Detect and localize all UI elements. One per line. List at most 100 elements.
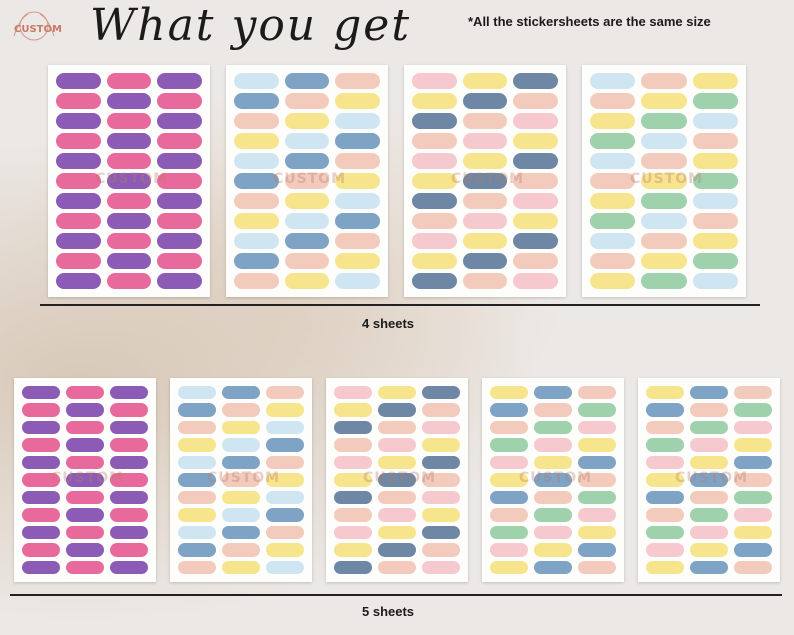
- sticker: [490, 386, 528, 400]
- sticker: [590, 153, 636, 169]
- sticker: [284, 113, 330, 129]
- sticker: [284, 273, 330, 289]
- sticker: [266, 560, 304, 574]
- sticker: [513, 153, 558, 169]
- sticker: [690, 438, 728, 452]
- sticker: [178, 560, 216, 574]
- sticker: [692, 153, 738, 169]
- sticker: [335, 253, 380, 269]
- sticker: [157, 233, 202, 249]
- sticker: [513, 93, 558, 109]
- sticker: [412, 193, 457, 209]
- sticker: [646, 473, 684, 487]
- sticker: [106, 213, 152, 229]
- sticker: [378, 386, 416, 400]
- sticker: [178, 508, 216, 522]
- sticker: [157, 133, 202, 149]
- sticker: [334, 438, 372, 452]
- sticker: [641, 133, 687, 149]
- sticker: [734, 508, 772, 522]
- sticker: [106, 93, 152, 109]
- sticker: [334, 508, 372, 522]
- sticker: [578, 525, 616, 540]
- sticker: [234, 253, 279, 269]
- sticker: [157, 113, 202, 129]
- sticker: [462, 273, 508, 289]
- sticker: [56, 153, 101, 169]
- sticker: [462, 213, 508, 229]
- sticker: [578, 420, 616, 435]
- sheet-row5-2: CUSTOM: [170, 378, 312, 582]
- sticker: [284, 133, 330, 149]
- sticker: [178, 420, 216, 435]
- sheet-row4-4: CUSTOM: [582, 65, 746, 297]
- sticker: [22, 560, 60, 574]
- sticker: [56, 273, 101, 289]
- page-title: What you get: [90, 0, 412, 51]
- sticker: [734, 560, 772, 574]
- sticker: [234, 153, 279, 169]
- sticker: [334, 386, 372, 400]
- sheet-row5-5: CUSTOM: [638, 378, 780, 582]
- sticker: [266, 508, 304, 522]
- sticker: [641, 113, 687, 129]
- sticker: [110, 455, 148, 470]
- sticker: [734, 420, 772, 435]
- sticker: [266, 525, 304, 540]
- sticker: [590, 233, 636, 249]
- sticker: [578, 508, 616, 522]
- sticker: [578, 438, 616, 452]
- sticker: [490, 455, 528, 470]
- sticker: [22, 473, 60, 487]
- sticker: [422, 560, 460, 574]
- sticker: [641, 253, 687, 269]
- sticker: [110, 525, 148, 540]
- sticker: [641, 73, 687, 89]
- sticker: [335, 173, 380, 189]
- sticker: [178, 543, 216, 557]
- sticker: [66, 438, 104, 452]
- sticker: [422, 543, 460, 557]
- sticker: [462, 193, 508, 209]
- sticker: [641, 213, 687, 229]
- sticker: [66, 420, 104, 435]
- sticker: [106, 193, 152, 209]
- sticker: [106, 73, 152, 89]
- sticker: [646, 420, 684, 435]
- sticker: [22, 490, 60, 505]
- watermark: CUSTOM: [630, 171, 704, 187]
- brand-name: CUSTOM: [14, 24, 62, 35]
- sticker: [66, 508, 104, 522]
- sticker: [734, 438, 772, 452]
- sticker: [335, 153, 380, 169]
- sticker: [462, 173, 508, 189]
- sticker: [335, 133, 380, 149]
- sticker: [692, 93, 738, 109]
- sticker: [284, 173, 330, 189]
- sticker: [284, 93, 330, 109]
- sticker: [106, 173, 152, 189]
- sticker: [378, 508, 416, 522]
- sticker: [56, 213, 101, 229]
- watermark: CUSTOM: [451, 171, 525, 187]
- sticker: [234, 73, 279, 89]
- sticker: [56, 233, 101, 249]
- sticker: [110, 560, 148, 574]
- sticker: [266, 403, 304, 417]
- sticker: [56, 193, 101, 209]
- sticker: [157, 273, 202, 289]
- sticker: [110, 386, 148, 400]
- sticker: [66, 525, 104, 540]
- sticker: [378, 525, 416, 540]
- sheet-row4-1: CUSTOM: [48, 65, 210, 297]
- sticker: [234, 113, 279, 129]
- sticker: [378, 403, 416, 417]
- sticker: [490, 403, 528, 417]
- sticker: [106, 233, 152, 249]
- sticker: [178, 455, 216, 470]
- sticker: [412, 153, 457, 169]
- sticker: [490, 420, 528, 435]
- sticker: [646, 543, 684, 557]
- size-note: *All the stickersheets are the same size: [468, 14, 711, 29]
- sticker: [534, 490, 572, 505]
